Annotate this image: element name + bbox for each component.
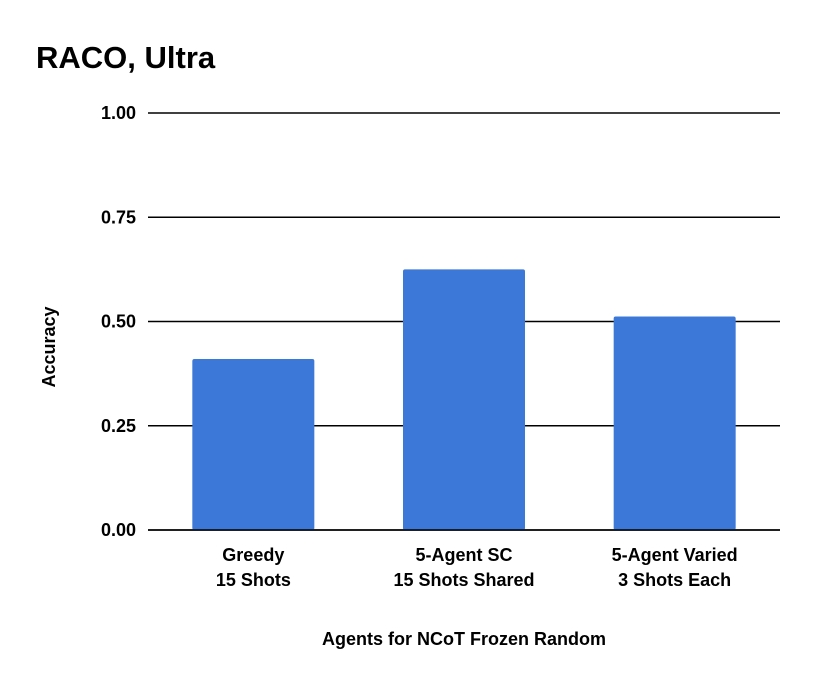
y-tick-label: 1.00 [101,103,136,123]
bar [403,269,525,530]
x-axis-title: Agents for NCoT Frozen Random [322,629,606,649]
y-tick-label: 0.75 [101,207,136,227]
x-category-label: Greedy [222,545,284,565]
bar [192,359,315,530]
x-category-label: 3 Shots Each [618,570,731,590]
y-tick-labels: 0.00 0.25 0.50 0.75 1.00 [101,103,136,540]
x-category-label: 5-Agent SC [415,545,512,565]
y-axis-title: Accuracy [39,306,59,387]
y-tick-label: 0.25 [101,416,136,436]
chart-title: RACO, Ultra [36,40,216,75]
bars [148,269,780,531]
y-tick-label: 0.00 [101,520,136,540]
x-category-label: 15 Shots [216,570,291,590]
x-category-labels: Greedy 15 Shots 5-Agent SC 15 Shots Shared 5… [216,545,738,590]
x-category-label: 5-Agent Varied [612,545,738,565]
x-category-label: 15 Shots Shared [393,570,534,590]
bar [613,316,736,530]
y-tick-label: 0.50 [101,312,136,332]
